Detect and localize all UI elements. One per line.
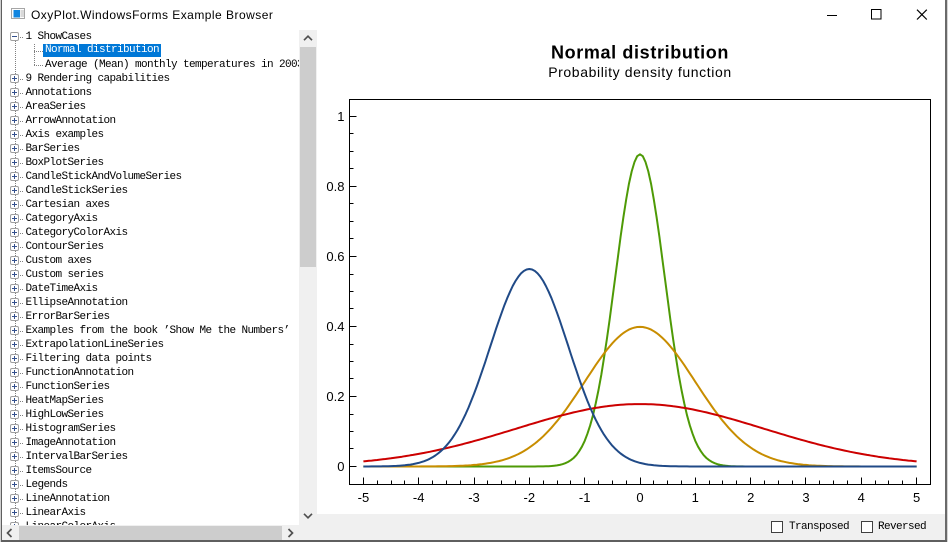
svg-text:Probability density function: Probability density function: [548, 64, 732, 80]
svg-text:-5: -5: [358, 490, 370, 505]
svg-text:1: 1: [337, 109, 344, 124]
svg-text:0.6: 0.6: [326, 249, 344, 264]
svg-text:3: 3: [802, 490, 809, 505]
svg-text:5: 5: [913, 490, 920, 505]
svg-text:-3: -3: [468, 490, 480, 505]
svg-text:0: 0: [636, 490, 643, 505]
svg-text:-2: -2: [524, 490, 536, 505]
svg-text:Normal distribution: Normal distribution: [551, 43, 729, 63]
svg-text:0.2: 0.2: [326, 389, 344, 404]
svg-text:1: 1: [692, 490, 699, 505]
svg-text:0.4: 0.4: [326, 319, 344, 334]
svg-text:2: 2: [747, 490, 754, 505]
svg-text:-4: -4: [413, 490, 425, 505]
svg-text:0: 0: [337, 459, 344, 474]
svg-text:-1: -1: [579, 490, 591, 505]
svg-text:4: 4: [858, 490, 865, 505]
svg-text:0.8: 0.8: [326, 179, 344, 194]
